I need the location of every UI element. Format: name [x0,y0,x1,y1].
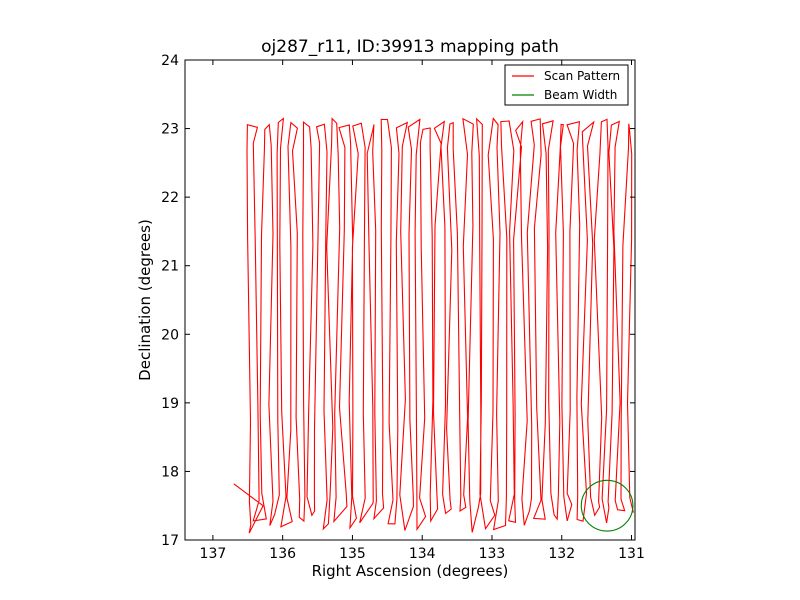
y-tick-label: 24 [161,53,179,69]
chart-title: oj287_r11, ID:39913 mapping path [261,37,559,57]
scan-pattern-line [233,117,634,534]
beam-width-series [580,479,634,532]
beam-width-circle [580,479,634,532]
x-axis: 137 136 135 134 133 132 131 [200,60,645,562]
y-axis-label: Declination (degrees) [136,219,154,381]
legend-label-scan: Scan Pattern [544,69,620,83]
x-tick-label: 136 [269,546,296,562]
y-tick-label: 18 [161,464,179,480]
x-tick-label: 137 [200,546,227,562]
y-tick-label: 20 [161,327,179,343]
x-tick-label: 134 [409,546,436,562]
y-axis: 17 18 19 20 21 22 23 24 [161,53,635,549]
scan-pattern-series [233,117,634,534]
y-tick-label: 21 [161,259,179,275]
x-tick-label: 133 [479,546,506,562]
plot-area [185,60,635,540]
x-tick-label: 132 [548,546,575,562]
y-tick-label: 23 [161,122,179,138]
plot-frame [184,59,636,541]
legend-box [504,64,629,106]
legend-label-beam: Beam Width [544,88,617,102]
x-tick-label: 131 [618,546,645,562]
y-tick-label: 17 [161,533,179,549]
legend: Scan Pattern Beam Width [504,64,629,106]
x-axis-label: Right Ascension (degrees) [312,562,509,580]
x-tick-label: 135 [339,546,366,562]
y-tick-label: 19 [161,396,179,412]
y-tick-label: 22 [161,190,179,206]
